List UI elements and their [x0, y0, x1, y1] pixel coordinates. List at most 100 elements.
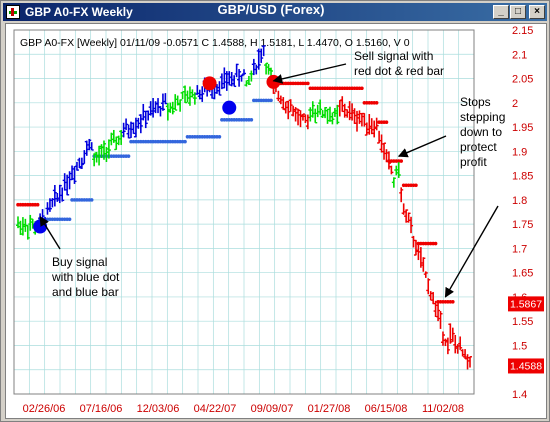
price-bar — [251, 58, 256, 76]
price-bar — [465, 354, 470, 370]
price-bar — [340, 96, 345, 113]
plot-frame — [13, 29, 475, 395]
y-tick-label: 1.7 — [512, 243, 527, 255]
price-bar — [325, 108, 330, 124]
price-bar — [406, 212, 411, 223]
price-bar — [185, 90, 190, 103]
price-bar — [453, 334, 458, 354]
price-bar — [232, 75, 237, 88]
price-bar — [460, 349, 465, 357]
price-bar — [330, 112, 335, 125]
y-tick-label: 1.75 — [512, 219, 533, 231]
price-bar — [345, 109, 350, 118]
y-tick-label: 1.55 — [512, 316, 533, 328]
price-bar — [276, 90, 281, 102]
title-bar[interactable]: GBP A0-FX Weekly _ □ × — [3, 3, 547, 21]
price-bar — [448, 323, 453, 344]
chart-panel[interactable]: 2.152.12.0521.951.91.851.81.751.71.651.6… — [5, 23, 547, 419]
price-bar — [288, 99, 293, 112]
price-bar — [192, 92, 197, 105]
x-tick-label: 04/22/07 — [194, 403, 237, 415]
price-bar — [52, 185, 57, 207]
price-bar — [428, 291, 433, 301]
price-bar — [79, 157, 84, 169]
annotation-text: red dot & red bar — [354, 64, 444, 78]
price-bar — [89, 142, 94, 151]
price-bar — [57, 184, 62, 204]
price-bar — [401, 203, 406, 215]
annotation-text: profit — [460, 155, 487, 169]
price-bar — [367, 113, 372, 135]
price-bar — [222, 67, 227, 89]
y-tick-label: 1.85 — [512, 171, 533, 183]
price-bar — [170, 101, 175, 115]
price-bar — [320, 110, 325, 119]
annotation-arrow — [39, 216, 61, 250]
price-bar — [190, 89, 195, 98]
annotation-text: down to — [460, 125, 502, 139]
price-chart[interactable]: 2.152.12.0521.951.91.851.81.751.71.651.6… — [6, 24, 546, 418]
price-bar — [310, 101, 315, 118]
close-button[interactable]: × — [529, 5, 545, 19]
price-bar — [237, 69, 242, 87]
maximize-button[interactable]: □ — [510, 5, 526, 19]
y-tick-label: 1.5 — [512, 340, 527, 352]
price-bar — [382, 142, 387, 160]
price-bar — [374, 117, 379, 131]
buy-stop-dot — [183, 139, 187, 144]
sell-stop-dot — [433, 241, 438, 246]
price-bar — [303, 114, 308, 124]
sell-signal-dot — [266, 74, 281, 89]
price-bar — [313, 108, 318, 124]
price-bar — [440, 331, 445, 346]
price-bar — [359, 112, 364, 127]
price-bar — [355, 110, 359, 132]
price-bar — [20, 217, 25, 236]
annotation-text: Buy signal — [52, 255, 107, 269]
price-bar — [180, 91, 185, 100]
price-bar — [362, 112, 367, 127]
price-bar — [308, 107, 313, 122]
sell-stop-dot — [414, 183, 418, 188]
info-line: GBP A0-FX [Weekly] 01/11/09 -0.0571 C 1.… — [20, 37, 410, 49]
price-bar — [156, 98, 161, 114]
price-bar — [286, 100, 291, 120]
annotation-arrow — [397, 135, 447, 158]
price-bar — [259, 48, 264, 63]
price-bar — [141, 103, 146, 121]
price-bar — [72, 166, 77, 184]
minimize-button[interactable]: _ — [493, 5, 509, 19]
price-bar — [60, 187, 65, 202]
price-bar — [436, 303, 441, 322]
price-bar — [50, 198, 55, 208]
x-tick-label: 12/03/06 — [137, 403, 180, 415]
window-title: GBP A0-FX Weekly — [25, 5, 133, 19]
price-bar — [445, 337, 450, 355]
price-bar — [458, 336, 463, 350]
annotation-text: stepping — [460, 110, 505, 124]
price-bar — [391, 177, 396, 188]
price-bar — [234, 63, 239, 78]
buy-stop-dot — [126, 154, 131, 158]
price-bar — [281, 97, 286, 110]
price-bar — [143, 110, 148, 129]
price-label-text: 1.5867 — [510, 298, 542, 310]
sell-stop-dot — [306, 81, 310, 86]
price-bar — [372, 120, 377, 138]
price-bar — [379, 134, 384, 153]
price-bar — [409, 216, 414, 234]
y-tick-label: 1.65 — [512, 268, 533, 280]
price-bar — [357, 110, 362, 124]
price-bar — [266, 63, 271, 75]
price-bar — [242, 69, 246, 76]
sell-stop-dot — [384, 120, 389, 125]
buy-signal-dot — [222, 100, 237, 115]
sell-stop-dot — [360, 86, 364, 91]
price-bar — [217, 81, 222, 96]
buy-stop-dot — [217, 134, 222, 139]
price-bar — [65, 174, 70, 196]
price-bar — [468, 356, 472, 368]
annotation-text: and blue bar — [52, 285, 119, 299]
price-bar — [239, 74, 244, 82]
annotation-text: Sell signal with — [354, 49, 433, 63]
